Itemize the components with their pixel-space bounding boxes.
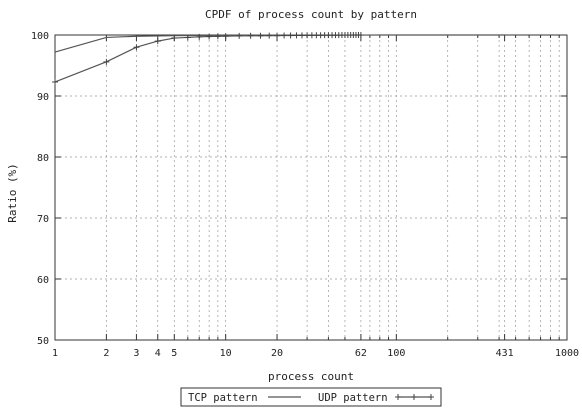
series-line bbox=[54, 34, 361, 83]
legend-marker bbox=[395, 394, 401, 400]
legend-label-tcp: TCP pattern bbox=[188, 392, 258, 404]
legend-label-udp: UDP pattern bbox=[318, 392, 388, 404]
data-point bbox=[171, 35, 178, 42]
series-line bbox=[54, 34, 505, 53]
x-tick-label: 5 bbox=[171, 348, 177, 359]
x-tick-label: 4 bbox=[155, 348, 161, 359]
y-axis-label: Ratio (%) bbox=[6, 163, 19, 223]
data-point bbox=[281, 32, 288, 39]
data-point bbox=[266, 32, 273, 39]
data-point bbox=[184, 34, 191, 41]
data-point bbox=[357, 32, 364, 38]
x-tick-label: 20 bbox=[271, 348, 283, 359]
data-point bbox=[293, 32, 300, 39]
data-point bbox=[196, 33, 203, 40]
y-tick-label: 50 bbox=[37, 336, 49, 347]
x-tick-label: 2 bbox=[103, 348, 109, 359]
x-tick-label: 62 bbox=[355, 348, 367, 359]
data-point bbox=[206, 33, 213, 40]
series-udp bbox=[52, 32, 364, 85]
data-point bbox=[103, 58, 110, 65]
x-tick-label: 1000 bbox=[555, 348, 579, 359]
data-point bbox=[222, 33, 229, 40]
data-point bbox=[154, 38, 161, 45]
data-point bbox=[133, 44, 140, 51]
x-axis: 1 2 3 4 5 10 20 62 100 431 1000 bbox=[52, 35, 579, 359]
y-tick-label: 60 bbox=[37, 275, 49, 286]
data-point bbox=[298, 32, 305, 39]
plot-frame bbox=[54, 34, 568, 341]
y-tick-label: 90 bbox=[37, 92, 49, 103]
x-tick-label: 3 bbox=[133, 348, 139, 359]
y-tick-label: 70 bbox=[37, 214, 49, 225]
legend-marker bbox=[411, 394, 417, 400]
data-point bbox=[257, 32, 264, 39]
y-tick-label: 80 bbox=[37, 153, 49, 164]
x-tick-label: 100 bbox=[387, 348, 405, 359]
legend-box bbox=[180, 387, 442, 407]
series-layer bbox=[52, 32, 505, 85]
data-point bbox=[287, 32, 294, 39]
y-tick-label: 100 bbox=[31, 31, 49, 42]
data-point bbox=[247, 32, 254, 39]
x-tick-label: 431 bbox=[496, 348, 514, 359]
chart-title: CPDF of process count by pattern bbox=[205, 8, 417, 21]
x-tick-label: 10 bbox=[220, 348, 232, 359]
grid bbox=[54, 34, 567, 341]
data-point bbox=[274, 32, 281, 39]
legend-udp-markers bbox=[395, 394, 434, 400]
data-point bbox=[214, 33, 221, 40]
x-axis-label: process count bbox=[268, 370, 354, 383]
data-point bbox=[236, 32, 243, 39]
x-tick-label: 1 bbox=[52, 348, 58, 359]
data-point bbox=[52, 78, 58, 85]
y-axis: 50 60 70 80 90 100 bbox=[31, 31, 567, 347]
legend: TCP pattern UDP pattern bbox=[180, 387, 442, 407]
legend-marker bbox=[428, 394, 434, 400]
series-tcp bbox=[54, 34, 505, 53]
